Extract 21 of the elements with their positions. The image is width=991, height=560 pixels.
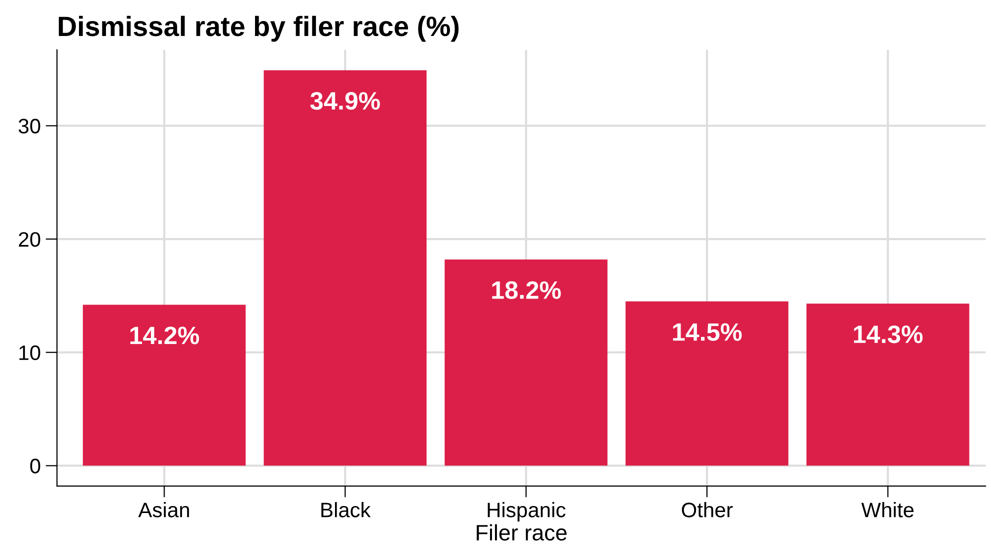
- x-tick-label: Black: [321, 502, 371, 518]
- x-tick-label: Hispanic: [488, 502, 566, 522]
- bar: [264, 70, 427, 466]
- data-label: 34.9%: [310, 92, 380, 110]
- chart-title: Dismissal rate by filer race (%): [58, 16, 459, 42]
- bar: [82, 304, 246, 466]
- bar: [626, 301, 788, 466]
- bar: [806, 304, 970, 466]
- x-tick-label: White: [861, 502, 914, 518]
- y-tick-label: 10: [19, 345, 40, 360]
- data-label: 18.2%: [492, 281, 561, 299]
- bar: [444, 259, 608, 466]
- data-label: 14.5%: [673, 323, 742, 341]
- x-axis-title: Filer race: [476, 524, 567, 541]
- y-tick-label: 30: [18, 118, 40, 134]
- y-tick-label: 0: [30, 458, 40, 474]
- y-tick-label: 20: [18, 232, 40, 247]
- x-tick-label: Asian: [138, 502, 189, 518]
- data-label: 14.2%: [130, 326, 200, 344]
- x-tick-label: Other: [682, 502, 733, 518]
- data-label: 14.3%: [854, 325, 923, 344]
